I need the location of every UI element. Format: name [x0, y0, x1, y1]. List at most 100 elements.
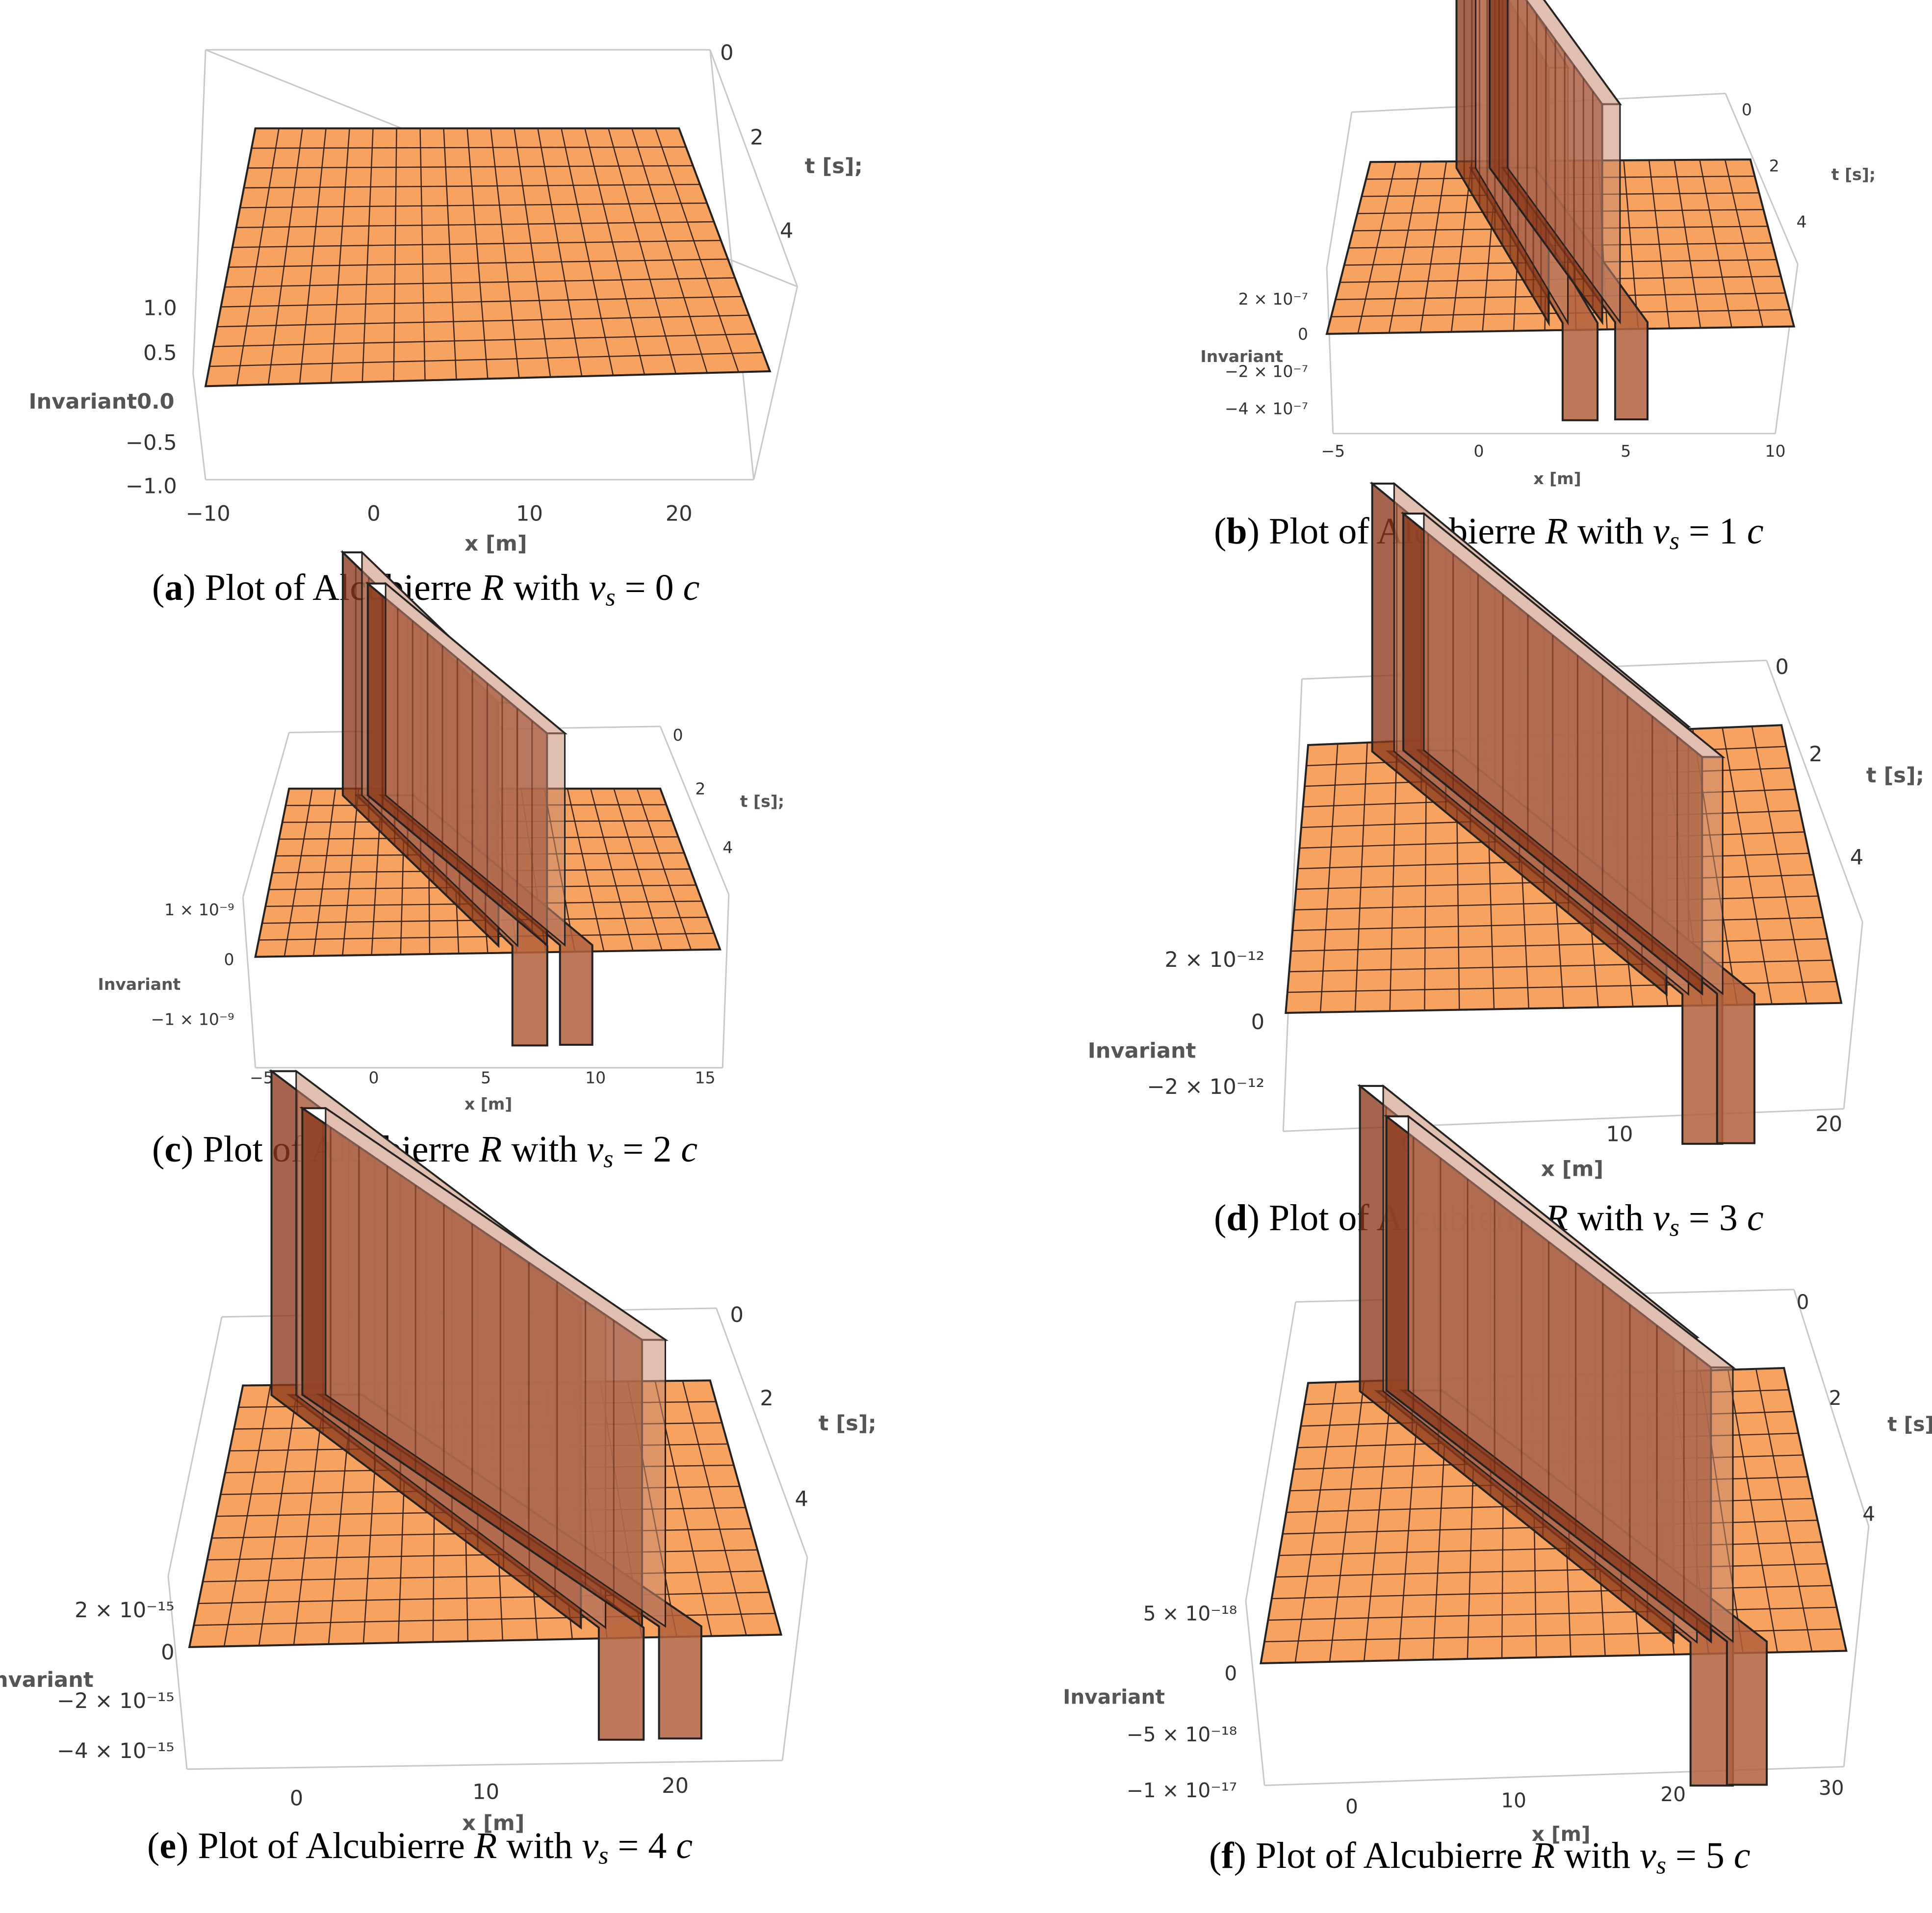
t-tick-label: 4 [780, 219, 793, 243]
plot-c: −5 0 5 10 15 x [m] 0 2 4 t [s]; 1 × 10⁻⁹ 0 −1 × 10⁻⁹… [98, 550, 784, 1113]
z-tick-label: 2 × 10⁻¹² [1165, 948, 1264, 972]
plot-a-content: −10 0 10 20 x [m] 0 2 4 t [s]; 1.0 0.5 −0.5 −1.0 Inva… [28, 41, 862, 556]
mesh-line [251, 146, 686, 149]
plot-b-content: −5 0 5 10 x [m] 0 2 4 t [s]; 2 × 10⁻⁷ 0 −2 × 10⁻⁷ −4… [1200, 0, 1876, 488]
caption-e: (e) Plot of Alcubierre R with vs = 4 c [147, 1825, 693, 1870]
box-edge [709, 50, 799, 287]
plot-b: −5 0 5 10 x [m] 0 2 4 t [s]; 2 × 10⁻⁷ 0 −2 × 10⁻⁷ −4… [1200, 0, 1876, 488]
caption-eq: = 0 [615, 567, 683, 608]
x-axis-label: x [m] [1533, 469, 1581, 488]
z-tick-label: −1.0 [126, 474, 177, 499]
wall-back [1423, 512, 1724, 995]
caption-with: with [1554, 1835, 1640, 1876]
z-tick-label: −2 × 10⁻⁷ [1225, 362, 1308, 381]
z-tick-label: −5 × 10⁻¹⁸ [1127, 1723, 1237, 1746]
z-axis-label: Invariant [1200, 347, 1283, 366]
mesh-line [330, 128, 350, 383]
z-tick-label: −0.5 [126, 431, 177, 455]
box-edge [659, 726, 730, 895]
surface-mesh [209, 128, 763, 386]
mesh-line [1289, 959, 1832, 973]
z-axis-label: Invariant [1063, 1685, 1165, 1709]
caption-var: v [1653, 1197, 1670, 1239]
mesh-line [225, 277, 735, 288]
box-edge [1282, 679, 1303, 1132]
caption-paren-open: ( [1214, 511, 1227, 552]
caption-symbol: R [481, 567, 504, 608]
caption-symbol: R [1545, 511, 1568, 552]
box-edge [1793, 1289, 1870, 1526]
mesh-line [217, 314, 749, 328]
x-axis-label: x [m] [464, 1094, 512, 1113]
caption-unit: c [1747, 1197, 1764, 1239]
mesh-line [514, 128, 551, 377]
box-edge [1775, 264, 1799, 434]
caption-letter: d [1226, 1197, 1247, 1239]
box-edge [192, 50, 206, 374]
caption-symbol: R [479, 1129, 502, 1170]
caption-letter: f [1221, 1835, 1234, 1876]
plot-e: 0 10 20 x [m] 0 2 4 t [s]; 2 × 10⁻¹⁵ 0 −2 × 10⁻¹⁵ −… [0, 1069, 876, 1835]
wall-back [385, 582, 566, 947]
t-tick-label: 4 [1862, 1502, 1875, 1525]
z-tick-label: 5 × 10⁻¹⁸ [1143, 1602, 1237, 1626]
x-tick-label: 10 [516, 502, 543, 526]
caption-eq: = 1 [1679, 511, 1747, 552]
mesh-line [232, 240, 721, 248]
plot-a: −10 0 10 20 x [m] 0 2 4 t [s]; 1.0 0.5 −0.5 −1.0 Inva… [28, 41, 862, 556]
box-edge [192, 373, 206, 480]
z-tick-label: 1 × 10⁻⁹ [164, 900, 234, 919]
z-tick-label: 0 [1224, 1661, 1237, 1685]
mesh-line [393, 128, 397, 382]
plot-f-content: 0 10 20 30 x [m] 0 2 4 t [s]; 5 × 10⁻¹⁸ 0 −5 × 10⁻¹… [1063, 1084, 1932, 1846]
z-tick-label: 0 [224, 950, 234, 969]
x-tick-label: 20 [662, 1774, 689, 1798]
box-edge [186, 1759, 783, 1770]
mesh-line [1363, 1380, 1393, 1661]
mesh-line [1389, 741, 1398, 1011]
mesh-line [203, 1570, 764, 1582]
box-edge [1766, 660, 1863, 923]
caption-letter: e [159, 1825, 177, 1866]
z-tick-label: −4 × 10⁻⁷ [1225, 399, 1308, 418]
caption-prefix: ) Plot of Alcubierre [183, 567, 482, 608]
t-tick-label: 0 [730, 1303, 743, 1327]
mesh-line [1727, 1370, 1778, 1653]
mesh-line [537, 128, 583, 377]
caption-paren-open: ( [152, 567, 165, 608]
box-edge [1326, 268, 1334, 434]
mesh-line [1755, 1369, 1813, 1652]
mesh-line [1290, 938, 1828, 952]
box-edge [781, 1557, 808, 1761]
caption-sub: s [1656, 1851, 1667, 1880]
mesh-line [361, 128, 374, 382]
plot-f: 0 10 20 30 x [m] 0 2 4 t [s]; 5 × 10⁻¹⁸ 0 −5 × 10⁻¹… [1063, 1084, 1932, 1846]
mesh-line [1287, 981, 1837, 993]
caption-a: (a) Plot of Alcubierre R with vs = 0 c [152, 567, 699, 612]
caption-with: with [1568, 1197, 1653, 1239]
box-edge [753, 286, 799, 480]
mesh-line [248, 165, 693, 169]
mesh-line [419, 128, 426, 381]
z-tick-label: −1 × 10⁻¹⁷ [1127, 1779, 1237, 1802]
caption-b: (b) Plot of Alcubierre R with vs = 1 c [1214, 510, 1764, 555]
caption-eq: = 5 [1666, 1835, 1734, 1876]
box-edge [716, 1308, 808, 1558]
caption-letter: a [164, 567, 183, 608]
bubble-wall-2 [365, 581, 593, 1046]
mesh-line [443, 128, 457, 380]
x-tick-label: 10 [585, 1068, 606, 1087]
t-tick-label: 4 [795, 1487, 808, 1512]
bubble-wall-2 [299, 1106, 702, 1740]
t-tick-label: 0 [1776, 655, 1789, 679]
box-edge [242, 897, 257, 1068]
mesh-line [1275, 1563, 1828, 1578]
wall-striations [1427, 534, 1678, 974]
mesh-line [221, 296, 742, 308]
x-tick-label: 0 [1345, 1795, 1358, 1818]
wall-striations [1498, 0, 1594, 310]
box-edge [1245, 1601, 1265, 1785]
caption-var: v [582, 1825, 599, 1866]
caption-eq: = 2 [613, 1129, 681, 1170]
